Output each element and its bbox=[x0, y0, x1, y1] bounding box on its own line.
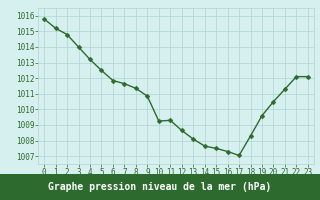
Text: Graphe pression niveau de la mer (hPa): Graphe pression niveau de la mer (hPa) bbox=[48, 182, 272, 192]
